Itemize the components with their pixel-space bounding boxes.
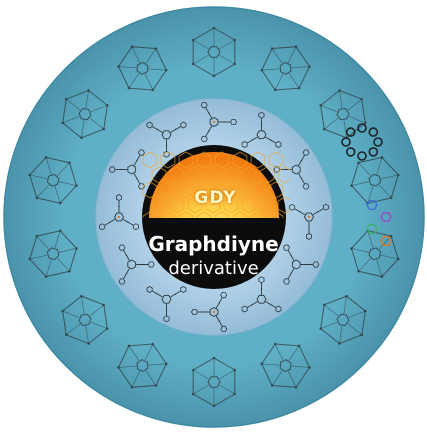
molecule: [99, 194, 139, 231]
molecule: [146, 121, 187, 158]
lattice-hex: [196, 211, 212, 218]
lattice-hex: [268, 151, 284, 169]
lattice-hex: [214, 181, 230, 199]
gdy-glow: [142, 151, 290, 218]
framework-molecule: [117, 45, 168, 92]
cluster-ring: [345, 147, 356, 157]
lattice-hex: [250, 151, 266, 169]
molecule: [283, 244, 320, 285]
framework-molecule: [117, 342, 168, 389]
lattice-hex: [277, 166, 290, 184]
lattice-hex: [214, 151, 230, 169]
framework-molecule: [61, 294, 109, 345]
lattice-hex: [259, 196, 275, 214]
lattice-hex: [232, 211, 248, 218]
lattice-hex: [205, 196, 221, 214]
lattice-hex: [232, 181, 248, 199]
lattice-hex: [142, 181, 158, 199]
framework-molecule: [191, 356, 237, 408]
molecule: [241, 111, 282, 148]
lattice-hex: [160, 211, 176, 218]
lattice-hex: [241, 196, 257, 214]
framework-molecule: [28, 156, 78, 205]
framework-molecule: [350, 229, 400, 278]
lattice-hex: [160, 151, 176, 169]
lattice-hex: [178, 211, 194, 218]
cluster-ring: [368, 127, 379, 137]
framework-molecule: [61, 89, 109, 140]
framework-molecule: [260, 45, 311, 92]
framework-molecule: [28, 229, 78, 278]
lattice-hex: [178, 151, 194, 169]
molecule: [289, 203, 329, 240]
molecule: [191, 292, 228, 332]
lattice-hex: [142, 211, 158, 218]
lattice-hex: [241, 166, 257, 184]
lattice-hex: [196, 181, 212, 199]
cluster-ring: [345, 127, 356, 137]
lattice-hex: [187, 196, 203, 214]
framework-molecule: [350, 156, 400, 205]
lattice-hex: [232, 151, 248, 169]
lattice-hex: [223, 196, 239, 214]
accent-ring: [366, 224, 378, 234]
lattice-hex: [268, 181, 284, 199]
cluster-ring: [368, 147, 379, 157]
lattice-hex: [169, 166, 185, 184]
cluster-ring: [341, 137, 351, 147]
accent-ring: [380, 236, 392, 246]
lattice-hex: [196, 151, 212, 169]
molecule: [200, 102, 237, 142]
lattice-hex: [178, 181, 194, 199]
lattice-hex: [142, 151, 158, 169]
lattice-hex: [151, 196, 167, 214]
accent-ring: [366, 200, 378, 210]
framework-molecule: [191, 26, 237, 78]
lattice-hex: [268, 211, 284, 218]
framework-molecule: [260, 342, 311, 389]
lattice-hex: [151, 166, 167, 184]
molecule: [146, 286, 187, 323]
lattice-hex: [250, 211, 266, 218]
molecule: [273, 149, 310, 190]
lattice-hex: [214, 211, 230, 218]
framework-molecule: [319, 89, 367, 140]
cluster-ring: [373, 137, 383, 147]
lattice-hex: [205, 166, 221, 184]
framework-molecule: [319, 294, 367, 345]
lattice-hex: [277, 196, 290, 214]
lattice-hex: [250, 181, 266, 199]
cluster-ring: [357, 151, 367, 161]
lattice-hex: [223, 166, 239, 184]
lattice-hex: [187, 166, 203, 184]
cluster-ring: [357, 123, 367, 133]
molecule: [108, 149, 145, 190]
molecule: [118, 244, 155, 285]
outer-ring-molecules: [28, 26, 400, 408]
molecule: [241, 276, 282, 313]
middle-ring-molecules: [99, 102, 329, 332]
lattice-hex: [259, 166, 275, 184]
lattice-hex: [160, 181, 176, 199]
lattice-hex: [169, 196, 185, 214]
accent-ring: [380, 212, 392, 222]
